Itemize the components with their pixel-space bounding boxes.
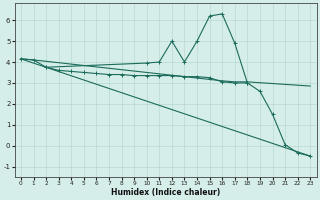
X-axis label: Humidex (Indice chaleur): Humidex (Indice chaleur) [111,188,220,197]
